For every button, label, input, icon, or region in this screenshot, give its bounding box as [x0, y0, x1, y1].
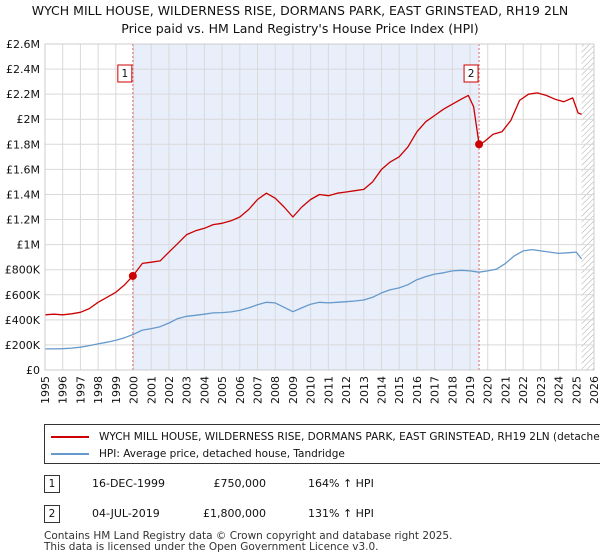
transaction-date: 16-DEC-1999 — [92, 477, 166, 490]
y-tick-label: £2.6M — [6, 38, 40, 51]
y-tick-label: £600K — [5, 289, 41, 302]
price-chart: 1 2 £0 £200K £400K £600K £800K £1M £1.2M £1.4M £1… — [5, 38, 600, 404]
x-tick-label: 2005 — [216, 376, 229, 404]
y-tick-label: £0 — [26, 364, 40, 377]
x-tick-label: 2016 — [411, 376, 424, 404]
x-tick-label: 2007 — [252, 376, 265, 404]
chart-title: WYCH MILL HOUSE, WILDERNESS RISE, DORMAN… — [31, 3, 569, 18]
hpi-line — [45, 248, 583, 350]
hatched-region — [581, 44, 594, 370]
x-tick-label: 1996 — [57, 376, 70, 404]
transaction-price: £1,800,000 — [203, 507, 266, 520]
y-tick-label: £1.8M — [6, 138, 40, 151]
y-tick-label: £800K — [5, 264, 41, 277]
y-tick-label: £200K — [5, 339, 41, 352]
y-tick-label: £1.2M — [6, 214, 40, 227]
footer: Contains HM Land Registry data © Crown c… — [44, 531, 452, 553]
transaction-hpi-change: 164% ↑ HPI — [308, 477, 374, 490]
sale-marker-box — [117, 64, 133, 83]
sale-marker-label: 2 — [468, 68, 475, 80]
y-tick-label: £2.2M — [6, 88, 40, 101]
x-tick-label: 2013 — [358, 376, 371, 404]
x-tick-label: 2008 — [269, 376, 282, 404]
legend-swatch-hpi — [51, 453, 89, 455]
x-tick-label: 2022 — [517, 376, 530, 404]
x-tick-label: 2019 — [464, 376, 477, 404]
x-tick-label: 2015 — [393, 376, 406, 404]
transaction-hpi-change: 131% ↑ HPI — [308, 507, 374, 520]
x-tick-label: 2021 — [499, 376, 512, 404]
x-tick-label: 2004 — [198, 376, 211, 404]
x-tick-label: 2009 — [287, 376, 300, 404]
x-tick-label: 1997 — [74, 376, 87, 404]
transaction-marker-2: 2 — [44, 505, 60, 523]
x-tick-label: 2000 — [128, 376, 141, 404]
y-tick-label: £1M — [17, 239, 41, 252]
transaction-price: £750,000 — [213, 477, 267, 490]
legend-label-hpi: HPI: Average price, detached house, Tand… — [99, 448, 345, 460]
y-tick-label: £2M — [17, 113, 41, 126]
legend: WYCH MILL HOUSE, WILDERNESS RISE, DORMAN… — [44, 424, 600, 464]
x-tick-label: 2001 — [145, 376, 158, 404]
y-tick-label: £1.6M — [6, 163, 40, 176]
property-price-line — [44, 92, 582, 316]
transaction-date: 04-JUL-2019 — [92, 507, 160, 520]
chart-subtitle: Price paid vs. HM Land Registry's House … — [121, 21, 479, 36]
x-tick-label: 2010 — [305, 376, 318, 404]
legend-item-hpi: HPI: Average price, detached house, Tand… — [45, 445, 345, 463]
x-tick-label: 1998 — [92, 376, 105, 404]
x-tick-label: 2006 — [234, 376, 247, 404]
sale-point — [128, 271, 137, 280]
y-tick-label: £400K — [5, 314, 41, 327]
y-tick-label: £1.4M — [6, 188, 40, 201]
legend-label-property: WYCH MILL HOUSE, WILDERNESS RISE, DORMAN… — [99, 431, 600, 443]
plot-frame — [44, 43, 595, 371]
x-tick-label: 2017 — [429, 376, 442, 404]
x-tick-label: 2025 — [570, 376, 583, 404]
footer-licence: This data is licensed under the Open Gov… — [44, 541, 379, 553]
sale-point — [475, 140, 484, 149]
x-tick-label: 2011 — [322, 376, 335, 404]
x-tick-label: 2012 — [340, 376, 353, 404]
x-tick-label: 2023 — [535, 376, 548, 404]
footer-copyright: Contains HM Land Registry data © Crown c… — [44, 530, 453, 542]
sale-marker-label: 1 — [121, 68, 128, 80]
x-tick-label: 1999 — [110, 376, 123, 404]
sale-marker-box — [463, 64, 479, 83]
x-tick-label: 2018 — [446, 376, 459, 404]
x-tick-label: 2026 — [588, 376, 600, 404]
ownership-shade — [132, 44, 480, 370]
x-tick-label: 2020 — [482, 376, 495, 404]
transaction-marker-1: 1 — [44, 475, 60, 493]
legend-swatch-property — [51, 436, 89, 438]
x-tick-label: 2003 — [181, 376, 194, 404]
x-tick-label: 2024 — [553, 376, 566, 404]
y-tick-label: £2.4M — [6, 63, 40, 76]
x-tick-label: 2002 — [163, 376, 176, 404]
x-tick-label: 1995 — [39, 376, 52, 404]
legend-item-property: WYCH MILL HOUSE, WILDERNESS RISE, DORMAN… — [45, 428, 600, 446]
x-tick-label: 2014 — [375, 376, 388, 404]
